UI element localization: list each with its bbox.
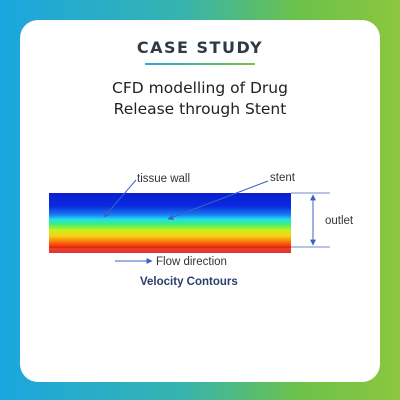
stent-arrow bbox=[167, 180, 269, 220]
velocity-contours-caption: Velocity Contours bbox=[140, 276, 238, 288]
tissue-wall-arrow bbox=[103, 179, 137, 218]
velocity-contour-bar bbox=[49, 193, 291, 253]
outlet-label: outlet bbox=[325, 215, 354, 227]
flow-direction-label: Flow direction bbox=[156, 256, 227, 268]
case-study-title: CFD modelling of Drug Release through St… bbox=[0, 78, 400, 120]
stent-label: stent bbox=[270, 172, 296, 184]
badge-underline bbox=[145, 63, 255, 65]
case-study-badge: CASE STUDY bbox=[136, 38, 264, 57]
title-line-1: CFD modelling of Drug bbox=[112, 79, 288, 97]
title-line-2: Release through Stent bbox=[113, 100, 287, 118]
tissue-wall-label: tissue wall bbox=[137, 173, 190, 185]
contour-bar-fade bbox=[49, 248, 291, 253]
